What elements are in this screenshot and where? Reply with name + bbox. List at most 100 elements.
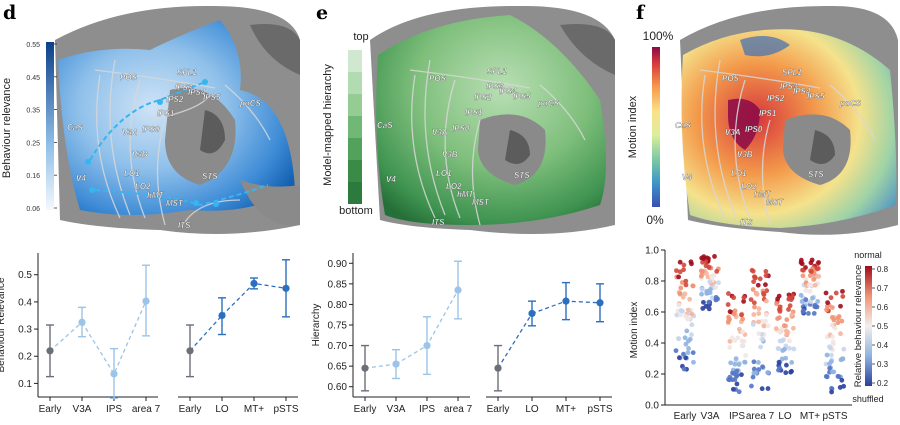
x-tick-label: Early bbox=[179, 404, 202, 415]
y-tick-label: 1.0 bbox=[645, 246, 659, 257]
scatter-point bbox=[773, 326, 779, 331]
scatter-point bbox=[677, 291, 683, 296]
y-tick-label: 0.90 bbox=[328, 259, 348, 270]
scatter-point bbox=[827, 365, 833, 371]
scatter-point bbox=[740, 329, 745, 335]
y-axis-label: Hierarchy bbox=[311, 304, 322, 347]
scatter-point bbox=[811, 311, 817, 316]
scatter-point bbox=[689, 332, 694, 338]
scatter-point bbox=[704, 290, 710, 296]
brain-map-e bbox=[370, 5, 615, 234]
scatter-point bbox=[803, 277, 809, 282]
scatter-point bbox=[730, 370, 735, 376]
data-point bbox=[142, 297, 150, 305]
scatter-point bbox=[707, 279, 713, 284]
x-tick-label: Early bbox=[487, 404, 510, 415]
roi-label: hMT bbox=[457, 190, 475, 199]
scatter-point bbox=[808, 299, 813, 305]
scatter-point bbox=[798, 260, 804, 265]
scatter-point bbox=[786, 345, 792, 351]
colorbar-tick-label: 0.8 bbox=[877, 265, 889, 274]
data-point bbox=[454, 286, 462, 294]
scatter-point bbox=[698, 268, 704, 274]
data-point bbox=[423, 341, 431, 350]
colorbar-e: top bottom Model-mapped hierarchy bbox=[322, 31, 373, 217]
scatter-point bbox=[674, 268, 679, 274]
y-tick-label: 0.80 bbox=[328, 300, 348, 311]
scatter-point bbox=[815, 299, 821, 304]
x-tick-label: pSTS bbox=[587, 404, 612, 415]
roi-label: V4 bbox=[682, 173, 692, 182]
roi-label: ITS bbox=[178, 221, 191, 230]
roi-label: LO1 bbox=[731, 169, 747, 178]
scatter-point bbox=[750, 374, 756, 380]
colorbar-f-gradient bbox=[652, 47, 660, 207]
scatter-point bbox=[701, 256, 706, 261]
series-line-early bbox=[49, 321, 83, 352]
scatter-point bbox=[731, 311, 737, 317]
scatter-point bbox=[677, 259, 683, 265]
colorbar-tick-label: 0.6 bbox=[877, 303, 889, 312]
scatter-point bbox=[829, 322, 835, 328]
scatter-point bbox=[682, 335, 688, 341]
scatter-point bbox=[757, 276, 763, 282]
scatter-point bbox=[763, 312, 769, 318]
colorbar-d: Behaviour relevance 0.55 0.45 0.35 0.25 0.16… bbox=[1, 42, 57, 213]
scatter-point bbox=[680, 294, 686, 300]
scatter-point bbox=[751, 359, 757, 365]
scatter-point bbox=[827, 361, 832, 367]
roi-label: LO1 bbox=[436, 169, 452, 178]
data-point bbox=[46, 347, 54, 355]
scatter-point bbox=[690, 283, 696, 289]
scatter-point bbox=[751, 274, 757, 280]
scatter-point bbox=[739, 343, 745, 349]
roi-label: LO1 bbox=[124, 169, 140, 178]
roi-label: SPL1 bbox=[177, 68, 198, 77]
roi-label: MST bbox=[472, 198, 490, 207]
scatter-point bbox=[840, 294, 846, 299]
scatter-point bbox=[731, 295, 737, 301]
scatter-point bbox=[777, 330, 783, 335]
scatter-point bbox=[748, 297, 754, 303]
scatter-point bbox=[707, 287, 713, 292]
scatter-point bbox=[690, 350, 696, 356]
scatter-point bbox=[750, 287, 756, 292]
scatter-point bbox=[765, 386, 771, 391]
colorbar-e-step bbox=[348, 72, 362, 94]
roi-label: V3A bbox=[725, 128, 741, 137]
data-point bbox=[596, 299, 604, 307]
scatter-point bbox=[783, 355, 789, 361]
roi-label: IPS5 bbox=[513, 92, 531, 101]
scatter-point bbox=[760, 336, 766, 342]
roi-label: POS bbox=[429, 74, 447, 83]
scatter-point bbox=[681, 267, 686, 273]
scatter-point bbox=[689, 311, 695, 317]
scatter-point bbox=[706, 306, 712, 312]
scatter-point bbox=[808, 269, 814, 274]
colorbar-d-title: Behaviour relevance bbox=[1, 78, 13, 178]
scatter-point bbox=[740, 316, 746, 322]
colorbar-e-step bbox=[348, 182, 362, 204]
x-tick-label: V3A bbox=[73, 404, 92, 415]
colorbar-e-bottom: bottom bbox=[339, 205, 373, 217]
roi-label: MST bbox=[166, 199, 184, 208]
scatter-point bbox=[787, 338, 792, 344]
roi-label: LO2 bbox=[446, 182, 462, 191]
scatter-point bbox=[807, 288, 813, 294]
scatter-point bbox=[783, 362, 789, 368]
scatter-point bbox=[684, 328, 690, 334]
scatter-point bbox=[686, 346, 691, 351]
scatter-point bbox=[749, 383, 754, 389]
panel-label-f: f bbox=[636, 2, 646, 24]
scatter-point bbox=[758, 344, 764, 350]
scatter-point bbox=[828, 295, 834, 301]
scatter-point bbox=[824, 307, 829, 313]
scatter-point bbox=[782, 346, 787, 352]
scatter-point bbox=[838, 331, 843, 337]
scatter-point bbox=[699, 291, 704, 297]
scatter-point bbox=[828, 345, 834, 351]
colorbar-e-step bbox=[348, 94, 362, 116]
scatter-point bbox=[789, 359, 795, 365]
data-point bbox=[78, 318, 86, 326]
